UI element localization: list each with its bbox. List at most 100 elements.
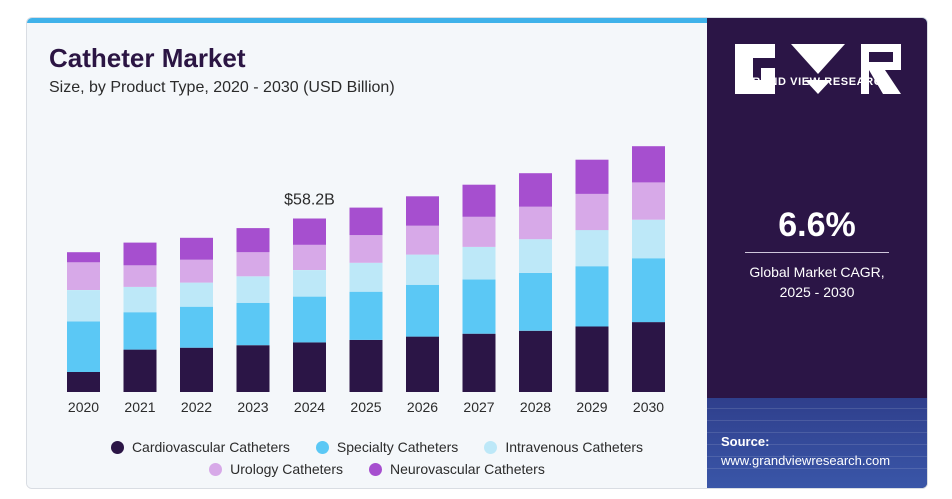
bar-segment-2023-2 [236,276,270,303]
bar-segment-2021-4 [123,242,157,266]
bar-segment-2023-3 [236,252,270,277]
bar-chart: 2020 2021 2022 2023 2024 $58.2B 2025 2026 2027 20… [67,146,665,415]
source-background [707,398,927,488]
legend-item: Urology Catheters [209,461,343,477]
bar-segment-2029-3 [575,193,609,231]
bar-segment-2020-4 [67,252,100,263]
bar-segment-2020-2 [67,290,100,322]
cagr-label: Global Market CAGR, 2025 - 2030 [707,262,927,302]
bar-segment-2020-3 [67,262,100,290]
x-tick-label: 2023 [237,399,268,415]
info-panel: GRAND VIEW RESEARCH 6.6% Global Market C… [707,18,927,488]
bar-segment-2026-2 [406,254,439,285]
x-tick-label: 2026 [407,399,438,415]
legend-label: Cardiovascular Catheters [131,439,290,455]
bar-segment-2025-4 [349,207,383,236]
x-tick-label: 2028 [520,399,551,415]
chart-card: Catheter Market Size, by Product Type, 2… [26,17,928,489]
chart-subtitle: Size, by Product Type, 2020 - 2030 (USD … [49,79,395,96]
bar-segment-2021-2 [123,286,157,313]
bar-segment-2030-2 [632,219,665,259]
legend-item: Cardiovascular Catheters [110,439,290,455]
bar-segment-2030-1 [632,258,665,323]
bar-segment-2028-1 [519,272,552,331]
chart-title: Catheter Market [49,43,246,73]
bar-segment-2029-1 [575,266,609,327]
source-url[interactable]: www.grandviewresearch.com [721,453,891,468]
bar-segment-2020-0 [67,372,100,392]
bar-segment-2024-4 [293,218,326,245]
bar-segment-2022-1 [180,306,213,348]
bar-segment-2029-2 [575,230,609,267]
bar-segment-2025-1 [349,291,383,340]
legend-item: Intravenous Catheters [484,439,643,455]
bar-segment-2024-2 [293,270,326,297]
bar-segment-2024-0 [293,342,326,392]
bar-segment-2023-1 [236,302,270,346]
bar-segment-2023-0 [236,345,270,392]
legend-swatch [209,462,223,476]
bar-segment-2028-3 [519,206,552,240]
legend-swatch [484,440,498,454]
x-tick-label: 2021 [124,399,155,415]
legend-swatch [368,462,382,476]
legend-label: Neurovascular Catheters [389,461,545,477]
divider [745,252,889,253]
value-annotation: $58.2B [284,192,335,209]
bar-segment-2028-0 [519,330,552,392]
bar-segment-2022-4 [180,237,213,260]
x-tick-label: 2030 [633,399,664,415]
legend-label: Intravenous Catheters [505,439,644,455]
legend-swatch [315,440,329,454]
cagr-value: 6.6% [778,206,856,244]
brand-logo [735,44,901,94]
bar-segment-2021-1 [123,312,157,350]
x-tick-label: 2027 [463,399,494,415]
x-tick-label: 2020 [68,399,99,415]
bar-segment-2022-2 [180,282,213,307]
cagr-label-line2: 2025 - 2030 [779,284,855,300]
legend-item: Neurovascular Catheters [368,461,545,477]
x-tick-label: 2022 [181,399,212,415]
bar-segment-2022-3 [180,259,213,283]
bar-segment-2026-4 [406,196,439,226]
bar-segment-2022-0 [180,347,213,392]
bar-segment-2026-0 [406,336,439,392]
bar-segment-2028-2 [519,239,552,273]
bar-segment-2026-1 [406,284,439,337]
bar-segment-2026-3 [406,225,439,255]
bar-segment-2027-1 [462,279,496,334]
bar-segment-2029-0 [575,326,609,392]
bar-segment-2027-3 [462,216,496,247]
legend-swatch [110,440,124,454]
bar-segment-2030-3 [632,182,665,220]
legend-item: Specialty Catheters [315,439,459,455]
bar-segment-2030-4 [632,146,665,183]
bar-segment-2027-4 [462,184,496,217]
bar-segment-2027-0 [462,333,496,392]
bar-segment-2021-3 [123,265,157,287]
x-tick-label: 2024 [294,399,325,415]
legend-row: Urology Catheters Neurovascular Catheters [67,458,687,480]
x-tick-label: 2029 [576,399,607,415]
bar-segment-2021-0 [123,349,157,392]
chart-panel: Catheter Market Size, by Product Type, 2… [27,23,707,488]
bar-segment-2027-2 [462,246,496,280]
source-label: Source: [721,434,770,449]
chart-legend: Cardiovascular Catheters Specialty Cathet… [67,436,687,480]
bar-segment-2024-3 [293,244,326,270]
bar-segment-2025-2 [349,262,383,292]
brand-name: GRAND VIEW RESEARCH [743,76,891,88]
bar-segment-2020-1 [67,321,100,372]
bar-segment-2030-0 [632,322,665,392]
bar-segment-2028-4 [519,173,552,207]
legend-label: Specialty Catheters [336,439,459,455]
legend-label: Urology Catheters [230,461,343,477]
accent-bar [27,18,927,23]
bar-segment-2025-3 [349,235,383,263]
legend-row: Cardiovascular Catheters Specialty Cathet… [67,436,687,458]
bar-segment-2024-1 [293,296,326,343]
bar-segment-2023-4 [236,228,270,253]
cagr-label-line1: Global Market CAGR, [749,264,885,280]
bar-segment-2025-0 [349,339,383,392]
